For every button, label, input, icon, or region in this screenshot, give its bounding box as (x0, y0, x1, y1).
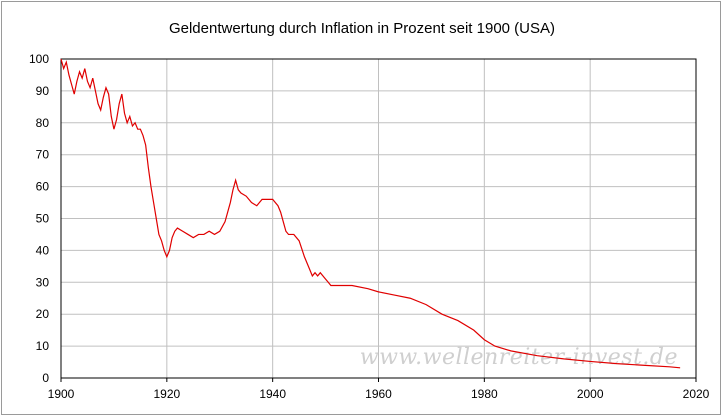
x-tick-label: 1900 (48, 387, 75, 401)
y-tick-label: 40 (36, 243, 50, 257)
watermark-text: www.wellenreiter-invest.de (360, 345, 678, 370)
axis-ticks: 0 10 20 30 40 50 60 70 80 90 100 1900 1920 1940 1960 19… (29, 52, 710, 401)
y-tick-label: 70 (36, 148, 50, 162)
y-tick-label: 10 (36, 339, 50, 353)
y-tick-label: 90 (36, 84, 50, 98)
y-tick-label: 0 (42, 371, 49, 385)
x-tick-label: 2020 (683, 387, 710, 401)
y-tick-label: 80 (36, 116, 50, 130)
x-tick-label: 1980 (471, 387, 498, 401)
x-tick-label: 1960 (365, 387, 392, 401)
x-tick-label: 1920 (153, 387, 180, 401)
y-tick-label: 100 (29, 52, 49, 66)
x-tick-label: 1940 (259, 387, 286, 401)
y-tick-label: 30 (36, 275, 50, 289)
x-tick-label: 2000 (577, 387, 604, 401)
y-tick-label: 60 (36, 180, 50, 194)
y-tick-label: 50 (36, 212, 50, 226)
y-tick-label: 20 (36, 307, 50, 321)
series-line (60, 58, 681, 369)
chart-title: Geldentwertung durch Inflation in Prozen… (168, 20, 556, 37)
grid-lines (61, 59, 696, 378)
